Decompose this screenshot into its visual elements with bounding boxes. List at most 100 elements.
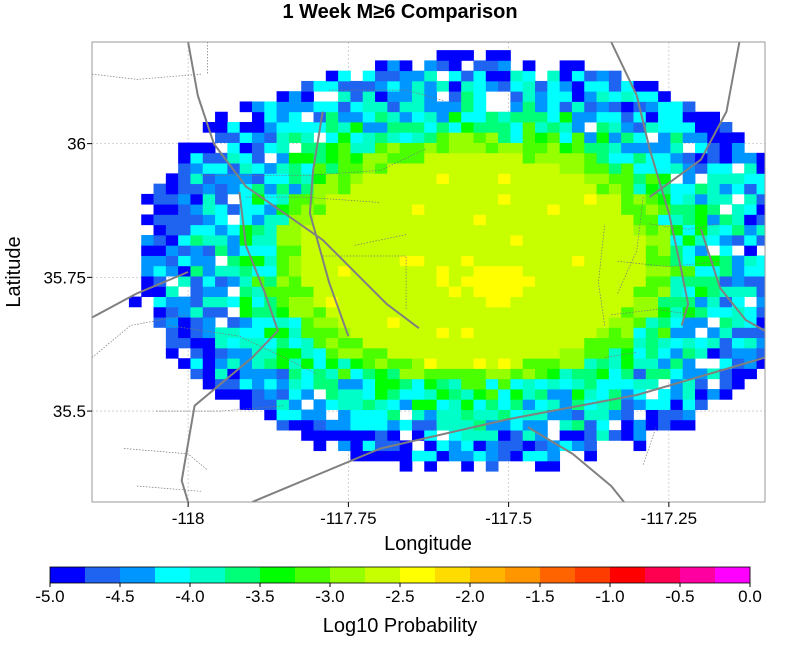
heatmap-cell [227, 389, 241, 400]
heatmap-cell [608, 255, 622, 267]
heatmap-cell [387, 409, 401, 421]
heatmap-cell [695, 111, 708, 123]
heatmap-cell [399, 132, 413, 143]
heatmap-cell [202, 142, 216, 154]
heatmap-cell [399, 450, 413, 462]
heatmap-cell [239, 224, 253, 236]
heatmap-cell [227, 122, 241, 133]
heatmap-cell [731, 378, 745, 390]
heatmap-cell [547, 296, 561, 308]
heatmap-cell [202, 152, 216, 164]
heatmap-cell [325, 224, 339, 236]
heatmap-cell [473, 163, 487, 174]
heatmap-cell [325, 142, 339, 154]
heatmap-cell [251, 173, 265, 185]
heatmap-cell [695, 317, 708, 328]
heatmap-cell [756, 347, 765, 359]
heatmap-cell [313, 101, 327, 113]
heatmap-cell [658, 399, 671, 410]
heatmap-cell [744, 183, 757, 195]
heatmap-cell [276, 111, 290, 123]
heatmap-cell [424, 60, 437, 72]
heatmap-cell [547, 80, 561, 92]
heatmap-cell [535, 173, 548, 185]
heatmap-cell [399, 173, 413, 185]
heatmap-cell [215, 234, 228, 246]
heatmap-cell [571, 70, 585, 82]
heatmap-cell [239, 347, 253, 359]
heatmap-cell [190, 214, 204, 226]
heatmap-cell [387, 378, 401, 390]
road-line-16 [617, 197, 644, 294]
heatmap-cell [461, 70, 474, 82]
heatmap-cell [350, 368, 364, 380]
heatmap-cell [461, 389, 474, 400]
heatmap-cell [707, 122, 721, 133]
heatmap-cell [535, 122, 548, 133]
heatmap-cell [350, 389, 364, 400]
heatmap-cell [645, 317, 659, 328]
heatmap-cell [276, 378, 290, 390]
heatmap-cell [350, 276, 364, 287]
fault-line-7 [527, 426, 625, 502]
heatmap-cell [485, 204, 499, 215]
heatmap-cell [645, 378, 659, 390]
heatmap-cell [731, 276, 745, 287]
heatmap-cell [362, 204, 376, 215]
heatmap-cell [621, 111, 634, 123]
heatmap-cell [621, 347, 634, 359]
heatmap-cell [375, 430, 388, 441]
heatmap-cell [461, 245, 474, 256]
heatmap-cell [325, 276, 339, 287]
heatmap-cell [461, 173, 474, 185]
heatmap-cell [658, 368, 671, 380]
heatmap-cell [510, 296, 524, 308]
heatmap-cell [264, 173, 277, 185]
heatmap-cell [375, 214, 388, 226]
heatmap-cell [288, 296, 302, 308]
heatmap-cell [596, 111, 610, 123]
heatmap-cell [461, 91, 474, 102]
heatmap-cell [239, 276, 253, 287]
heatmap-cell [559, 204, 573, 215]
heatmap-cell [461, 286, 474, 297]
heatmap-cell [645, 91, 659, 102]
heatmap-cell [547, 111, 561, 123]
heatmap-cell [362, 265, 376, 277]
heatmap-cell [276, 214, 290, 226]
heatmap-cell [338, 204, 351, 215]
heatmap-cell [571, 440, 585, 452]
heatmap-cell [756, 173, 765, 185]
heatmap-cell [288, 122, 302, 133]
heatmap-cell [461, 440, 474, 452]
heatmap-cell [571, 296, 585, 308]
heatmap-cell [288, 183, 302, 195]
heatmap-cell [744, 163, 757, 174]
heatmap-cell [473, 276, 487, 287]
heatmap-cell [178, 152, 191, 164]
heatmap-cell [498, 296, 511, 308]
heatmap-cell [461, 193, 474, 205]
colorbar-label: Log10 Probability [323, 615, 478, 637]
heatmap-cell [375, 399, 388, 410]
heatmap-cell [510, 224, 524, 236]
heatmap-cell [670, 101, 684, 113]
heatmap-cell [522, 234, 536, 246]
heatmap-cell [411, 214, 425, 226]
heatmap-cell [313, 419, 327, 431]
heatmap-cell [695, 183, 708, 195]
heatmap-cell [682, 399, 696, 410]
heatmap-cell [350, 358, 364, 369]
heatmap-cell [559, 265, 573, 277]
heatmap-cell [338, 183, 351, 195]
heatmap-cell [645, 296, 659, 308]
heatmap-cell [596, 91, 610, 102]
heatmap-cell [313, 306, 327, 318]
heatmap-cell [621, 234, 634, 246]
heatmap-cell [424, 368, 437, 380]
heatmap-cell [744, 204, 757, 215]
heatmap-cell [498, 347, 511, 359]
heatmap-cell [424, 173, 437, 185]
heatmap-cell [387, 399, 401, 410]
heatmap-cell [473, 255, 487, 267]
